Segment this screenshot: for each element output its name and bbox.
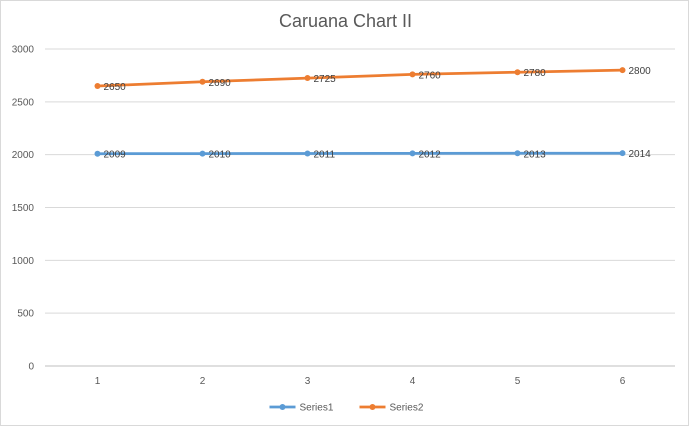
legend-item: Series2 — [359, 403, 424, 414]
legend-marker — [369, 404, 376, 410]
x-tick-label: 3 — [305, 376, 311, 387]
legend-label: Series1 — [300, 403, 334, 414]
x-tick-label: 6 — [620, 376, 626, 387]
data-label: 2011 — [314, 150, 336, 161]
data-point — [199, 78, 206, 85]
data-point — [94, 150, 101, 157]
data-point — [619, 67, 626, 74]
x-tick-label: 5 — [515, 376, 521, 387]
data-point — [514, 69, 521, 76]
data-point — [304, 150, 311, 157]
y-tick-label: 500 — [17, 309, 34, 320]
data-label: 2650 — [104, 82, 127, 93]
x-tick-label: 4 — [410, 376, 416, 387]
data-label: 2010 — [209, 150, 232, 161]
series-line — [97, 151, 623, 156]
data-label: 2009 — [104, 150, 127, 161]
data-point — [304, 75, 311, 82]
data-label: 2690 — [209, 78, 232, 89]
y-tick-label: 2000 — [12, 150, 35, 161]
y-tick-label: 0 — [28, 362, 34, 373]
legend-marker — [279, 404, 286, 410]
x-axis-ticks: 1 2 3 4 5 6 — [95, 376, 626, 387]
data-label: 2014 — [629, 149, 652, 160]
y-tick-label: 1000 — [12, 256, 35, 267]
data-label: 2725 — [314, 74, 337, 85]
data-point — [409, 150, 416, 157]
data-label: 2012 — [419, 149, 442, 160]
series-line — [97, 68, 623, 88]
data-point — [409, 71, 416, 78]
data-point — [619, 150, 626, 157]
data-point — [94, 82, 101, 89]
y-tick-label: 1500 — [12, 203, 35, 214]
data-label: 2013 — [524, 149, 547, 160]
chart-title: Caruana Chart II — [278, 11, 413, 31]
legend-label: Series2 — [390, 403, 424, 414]
data-label: 2780 — [524, 68, 547, 79]
gridlines — [45, 48, 675, 367]
data-point — [514, 150, 521, 157]
legend-item: Series1 — [269, 403, 334, 414]
data-label: 2760 — [419, 70, 442, 81]
series-lines — [94, 67, 626, 157]
y-tick-label: 2500 — [12, 97, 35, 108]
legend: Series1 Series2 — [269, 403, 424, 414]
data-label: 2800 — [629, 66, 652, 77]
y-tick-label: 3000 — [12, 45, 35, 56]
y-axis-ticks: 0 500 1000 1500 2000 2500 3000 — [12, 45, 35, 373]
data-point — [199, 150, 206, 157]
data-labels: 2009 2010 2011 2012 2013 2014 2650 2690 2725 2760… — [104, 66, 652, 161]
x-tick-label: 2 — [200, 376, 206, 387]
x-tick-label: 1 — [95, 376, 101, 387]
